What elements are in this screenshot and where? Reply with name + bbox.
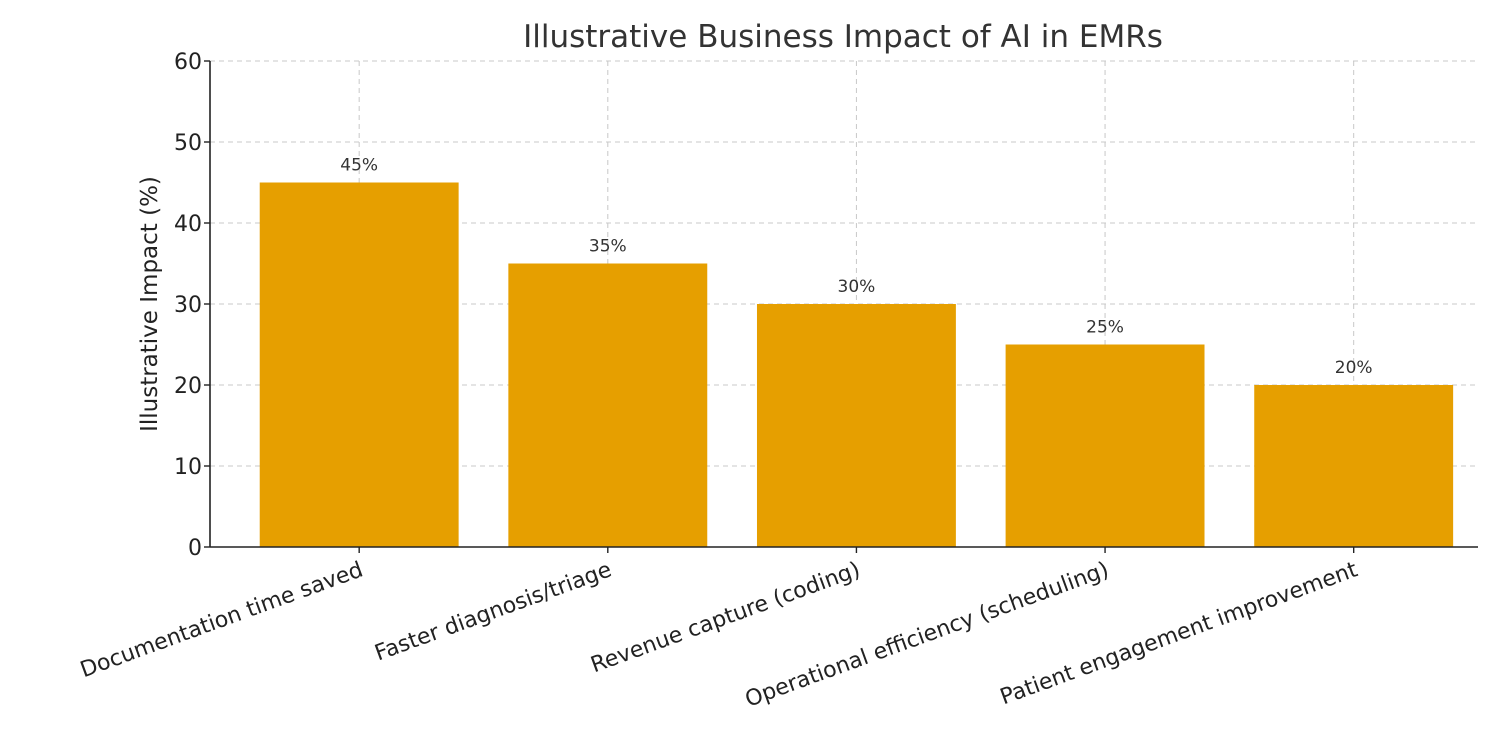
x-tick-label: Faster diagnosis/triage	[372, 557, 615, 666]
data-label: 25%	[1086, 318, 1124, 338]
data-label: 30%	[838, 277, 876, 297]
y-ticks: 0 10 20 30 40 50 60	[174, 50, 210, 561]
bar	[1005, 344, 1205, 547]
bar	[508, 263, 708, 547]
y-tick-label: 0	[188, 536, 202, 561]
chart-title: Illustrative Business Impact of AI in EM…	[523, 19, 1163, 55]
data-labels: 45% 35% 30% 25% 20%	[340, 156, 1372, 379]
y-tick-label: 40	[174, 212, 202, 237]
bars	[259, 182, 1454, 547]
bar	[1254, 385, 1454, 547]
y-tick-label: 60	[174, 50, 202, 75]
x-tick-label: Documentation time saved	[77, 557, 366, 683]
y-tick-label: 20	[174, 374, 202, 399]
data-label: 45%	[340, 156, 378, 176]
data-label: 35%	[589, 237, 627, 257]
x-ticks: Documentation time saved Faster diagnosis…	[77, 547, 1361, 713]
y-tick-label: 30	[174, 293, 202, 318]
bar	[756, 304, 956, 547]
bar	[259, 182, 459, 547]
y-tick-label: 50	[174, 131, 202, 156]
data-label: 20%	[1335, 358, 1373, 378]
y-tick-label: 10	[174, 455, 202, 480]
y-axis-label: Illustrative Impact (%)	[137, 176, 163, 432]
